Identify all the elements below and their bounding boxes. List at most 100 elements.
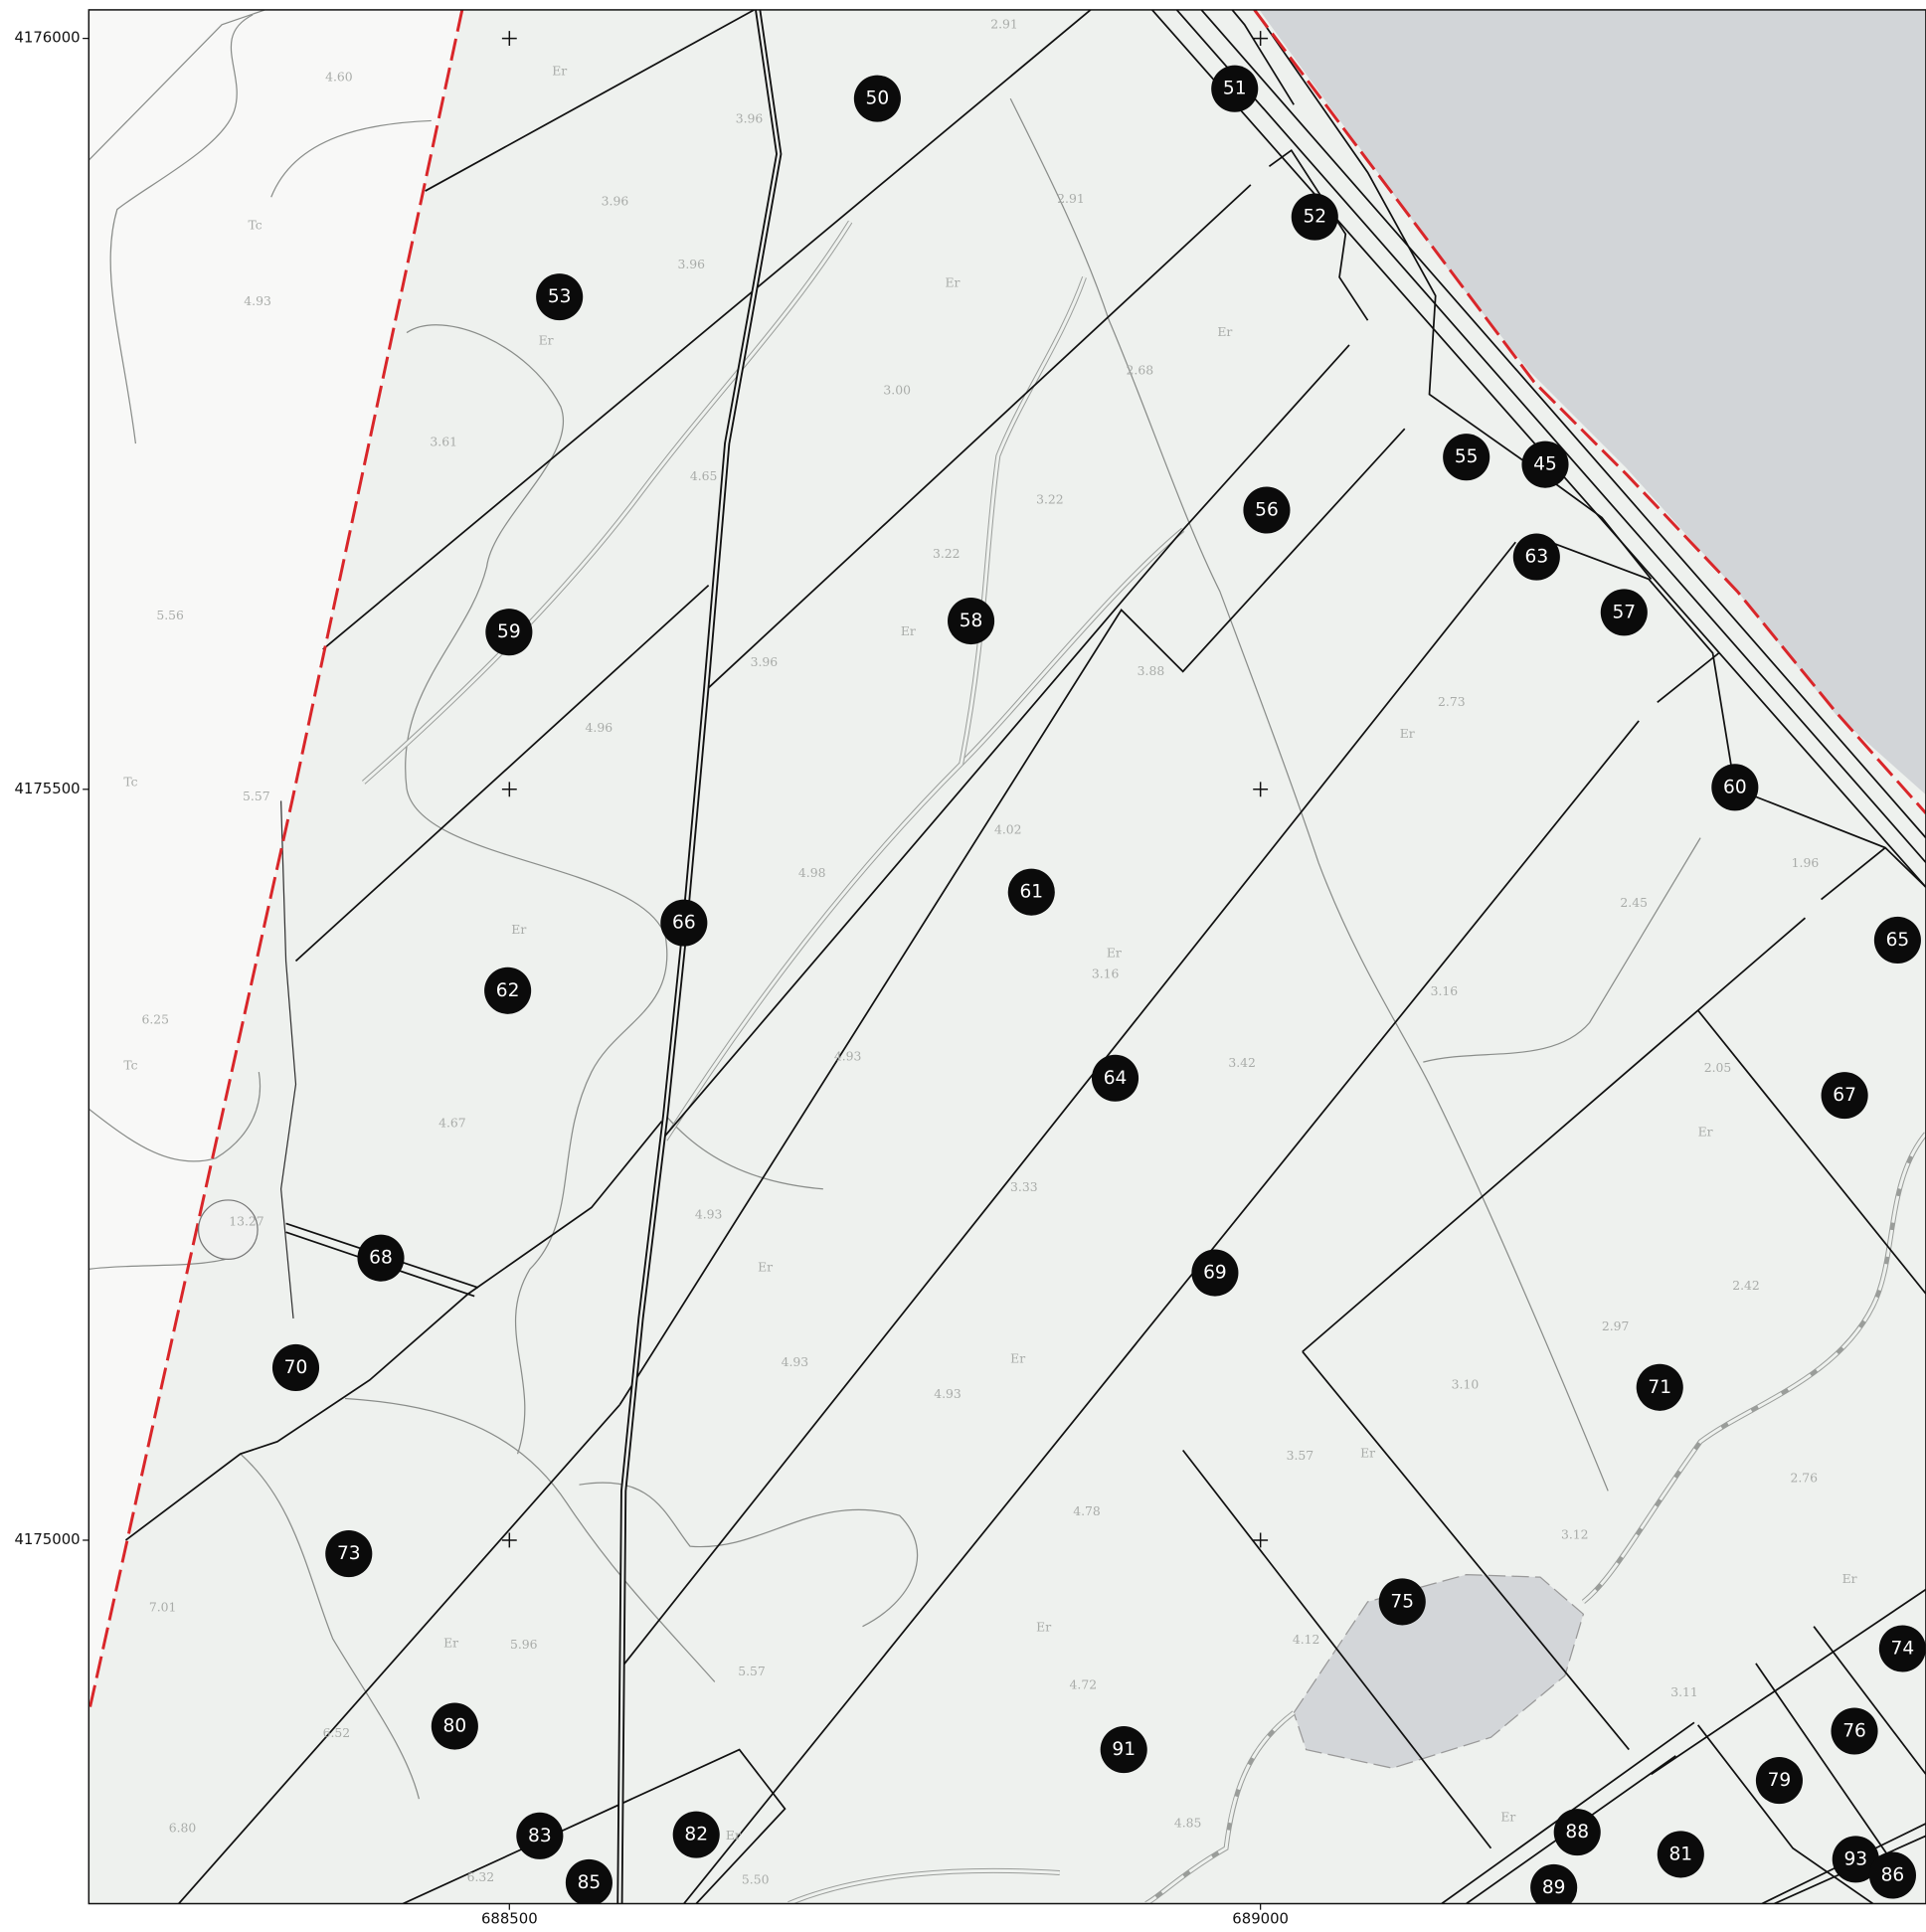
parcel-number: 61	[1019, 882, 1043, 903]
map-label: 4.67	[438, 1116, 466, 1131]
map-label: 3.96	[736, 111, 764, 126]
parcel-number: 45	[1533, 454, 1557, 475]
map-label: Er	[552, 63, 567, 78]
parcel-number: 79	[1768, 1770, 1792, 1791]
parcel-number: 53	[548, 286, 572, 307]
parcel-marker	[1091, 1054, 1139, 1102]
map-label: 13.27	[229, 1214, 263, 1229]
map-label: Er	[758, 1260, 773, 1275]
map-label: Er	[1842, 1571, 1857, 1586]
parcel-marker	[1711, 764, 1759, 811]
pond	[1293, 1574, 1585, 1769]
parcel-marker	[1443, 434, 1490, 481]
parcel-marker	[485, 609, 533, 656]
parcel-marker	[431, 1702, 478, 1750]
map-label: Er	[511, 922, 526, 937]
parcel-marker	[853, 75, 901, 122]
parcel-marker	[1530, 1863, 1578, 1904]
parcel-number: 85	[578, 1872, 602, 1893]
parcel-marker	[1191, 1249, 1239, 1297]
parcel-marker	[1831, 1707, 1878, 1755]
parcel-marker	[1521, 440, 1569, 488]
parcel-marker	[672, 1811, 720, 1858]
tracks	[362, 220, 1926, 1904]
map-label: Tc	[248, 217, 262, 232]
parcel-marker	[1878, 1625, 1926, 1672]
map-label: 4.93	[834, 1049, 862, 1064]
map-label: 3.12	[1561, 1526, 1589, 1541]
parcel-number: 66	[672, 913, 696, 934]
parcel-marker	[1291, 193, 1338, 241]
x-tick-label: 688500	[481, 1910, 538, 1928]
parcel-marker	[1007, 868, 1055, 916]
map-label: 1.96	[1792, 855, 1820, 870]
parcel-number: 76	[1842, 1721, 1866, 1742]
map-label: 2.73	[1438, 694, 1466, 709]
map-label: Er	[901, 623, 916, 638]
parcel-number: 56	[1255, 500, 1279, 521]
map-label: 3.16	[1431, 983, 1459, 998]
x-tick-label: 689000	[1232, 1910, 1289, 1928]
map-label: 4.96	[586, 720, 613, 735]
map-label: Er	[1500, 1809, 1515, 1824]
grid-cross	[501, 1532, 517, 1548]
grid-cross	[501, 782, 517, 797]
map-label: 7.01	[149, 1600, 177, 1615]
map-label: 5.96	[510, 1637, 538, 1652]
y-tick-label: 4175000	[14, 1530, 80, 1548]
map-label: 3.16	[1092, 966, 1120, 981]
map-label: Tc	[123, 1057, 137, 1072]
map-body: 4.60 Er 2.91 3.96 3.96 3.96 Tc 4.93 Er 2.91 Er Er 3.…	[88, 9, 1926, 1904]
map-label: 3.88	[1138, 663, 1165, 678]
parcel-number: 64	[1104, 1068, 1128, 1089]
map-label: 3.61	[430, 434, 457, 448]
map-label: Er	[1217, 324, 1232, 339]
map-label: 3.96	[602, 194, 629, 209]
parcel-number: 88	[1565, 1822, 1589, 1843]
grid-crosses	[501, 31, 1269, 1548]
parcel-number: 93	[1843, 1848, 1867, 1869]
contours	[88, 9, 1701, 1800]
parcel-number: 52	[1303, 207, 1326, 228]
parcel-marker	[1868, 1851, 1916, 1899]
parcel-number: 65	[1886, 930, 1910, 951]
map-label: 4.02	[994, 822, 1022, 837]
map-label: 2.68	[1127, 362, 1154, 377]
boundary	[88, 9, 464, 1713]
map-label: 2.45	[1620, 895, 1648, 910]
map-label: 4.93	[782, 1354, 809, 1369]
axes: 4175000 4175500 4176000 688500 689000	[14, 29, 1289, 1928]
map-label: 3.11	[1670, 1684, 1698, 1699]
map-label: Er	[1400, 726, 1415, 741]
parcel-marker	[1600, 589, 1648, 636]
parcel-number: 57	[1612, 602, 1636, 622]
map-label: 4.78	[1073, 1503, 1101, 1518]
map-label: 5.56	[156, 608, 184, 622]
map-label: 3.00	[883, 382, 911, 397]
map-label: 4.72	[1070, 1677, 1098, 1692]
parcel-marker	[1553, 1809, 1601, 1856]
grid-cross	[1253, 1532, 1269, 1548]
map-labels: 4.60 Er 2.91 3.96 3.96 3.96 Tc 4.93 Er 2.91 Er Er 3.…	[123, 16, 1856, 1886]
map-label: 5.57	[243, 789, 270, 803]
parcel-marker	[484, 966, 532, 1014]
parcel-number: 67	[1833, 1085, 1856, 1106]
map-label: Tc	[123, 774, 137, 789]
parcel-number: 91	[1112, 1739, 1136, 1760]
parcel-number: 62	[496, 980, 520, 1001]
parcel-marker	[948, 597, 995, 645]
map-label: 4.85	[1174, 1815, 1202, 1830]
map-label: 3.96	[677, 257, 705, 271]
road-edge	[280, 800, 297, 1318]
map-label: Er	[1036, 1619, 1051, 1634]
map-label: 2.91	[1057, 191, 1085, 206]
parcel-number: 71	[1648, 1377, 1671, 1398]
parcel-number: 75	[1390, 1591, 1414, 1612]
map-label: 3.57	[1287, 1448, 1314, 1463]
map-label: 6.25	[141, 1012, 169, 1027]
map-label: 2.42	[1732, 1278, 1760, 1293]
parcel-marker	[660, 899, 708, 947]
map-label: 4.98	[798, 865, 826, 880]
parcel-marker	[271, 1343, 320, 1392]
